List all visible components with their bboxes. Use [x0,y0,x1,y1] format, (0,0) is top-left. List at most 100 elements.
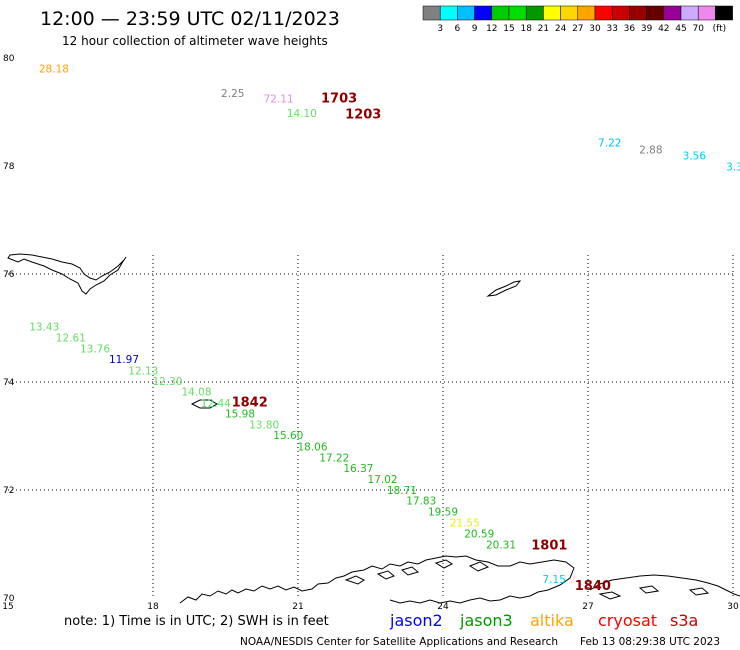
wave-height-value: 12.30 [152,376,182,388]
wave-height-value: 18.71 [387,485,417,497]
axis-labels: 15 18 21 24 27 30 80 78 76 74 72 70 [2,54,739,612]
color-scale-label: 42 [658,24,669,34]
color-scale-label: 36 [624,24,636,34]
observation-values: 28.18 2.25 72.11 14.10 7.22 2.88 3.56 3.39 13.43… [29,64,740,586]
wave-height-value: 21.55 [450,518,480,530]
wave-height-value: 2.25 [221,88,244,100]
wave-height-value: 15.60 [273,430,303,442]
wave-height-value: 28.18 [39,64,69,76]
color-swatch [594,5,613,21]
wave-height-value: 19.59 [428,506,458,518]
color-swatch [715,5,733,21]
color-swatch [697,5,716,21]
satellite-name: s3a [670,611,698,630]
color-scale-label: 12 [486,24,497,34]
wave-height-value: 2.88 [639,145,662,157]
color-swatch [646,5,665,21]
color-scale-label: 9 [472,24,478,34]
coastline [7,253,740,604]
color-scale-legend: 3 6 9 12 15 18 21 24 27 30 33 36 39 42 45 70 (ft) [422,5,733,34]
pass-time-label: 1840 [575,579,611,594]
color-swatch [543,5,561,21]
satellite-name: altika [530,611,574,630]
longitude-label: 15 [2,602,13,612]
color-scale-label: 21 [538,24,549,34]
color-scale-label: 15 [503,24,514,34]
color-swatch [457,5,475,21]
wave-height-value: 13.80 [249,419,279,431]
pass-time-label: 1203 [345,107,381,122]
wave-height-value: 72.11 [264,93,294,105]
color-scale-label: 39 [641,24,653,34]
pass-time-label: 1801 [531,538,567,553]
generated-timestamp: Feb 13 08:29:38 UTC 2023 [580,636,720,648]
color-scale-label: 6 [455,24,461,34]
pass-time-label: 1842 [232,395,268,410]
color-swatch [525,5,544,21]
color-scale-label: 27 [572,24,583,34]
wave-height-value: 14.10 [287,108,317,120]
wave-height-value: 20.59 [464,529,494,541]
color-swatch [508,5,527,21]
color-scale-label: 18 [520,24,532,34]
color-scale-label: 3 [437,24,443,34]
wave-height-value: 16.37 [343,463,373,475]
color-swatch [611,5,630,21]
credit-line: NOAA/NESDIS Center for Satellite Applica… [240,636,558,648]
pass-time-label: 1703 [321,91,357,106]
wave-height-value: 7.15 [542,574,565,586]
wave-height-value: 18.06 [297,442,327,454]
longitude-label: 18 [147,602,159,612]
wave-height-value: 13.43 [29,322,59,334]
latitude-label: 72 [3,486,14,496]
color-swatch [577,5,596,21]
wave-height-value: 20.31 [486,539,516,551]
satellite-name: jason3 [459,611,513,630]
color-swatch [439,5,458,21]
graticule [8,255,734,598]
footer-note: note: 1) Time is in UTC; 2) SWH is in fe… [64,614,329,629]
color-swatch [560,5,579,21]
color-scale-label: 45 [675,24,686,34]
color-swatch [491,5,510,21]
wave-height-value: 17.02 [368,474,398,486]
color-scale-label: 30 [589,24,601,34]
latitude-label: 78 [3,162,15,172]
wave-height-value: 14.08 [181,387,211,399]
color-swatch [629,5,647,21]
color-scale-label: 24 [555,24,567,34]
wave-height-value: 11.97 [109,354,139,366]
latitude-label: 76 [3,270,15,280]
wave-height-value: 12.13 [128,365,158,377]
color-scale-label: 33 [606,24,617,34]
wave-height-value: 13.76 [80,343,110,355]
satellite-legend: jason2 jason3 altika cryosat s3a [389,611,698,630]
longitude-label: 30 [727,602,739,612]
latitude-label: 70 [3,594,15,604]
wave-height-value: 3.56 [683,151,707,163]
map-subtitle: 12 hour collection of altimeter wave hei… [62,34,328,48]
wave-height-value: 12.44 [201,398,231,410]
color-scale-unit: (ft) [713,24,727,34]
wave-height-value: 17.22 [319,452,349,464]
wave-height-value: 7.22 [598,138,621,150]
longitude-label: 21 [292,602,303,612]
latitude-label: 80 [3,54,15,64]
color-swatch [422,5,441,21]
wave-height-value: 15.98 [225,409,255,421]
longitude-label: 24 [437,602,449,612]
latitude-label: 74 [3,378,15,388]
satellite-name: jason2 [389,611,443,630]
color-swatch [663,5,682,21]
wave-height-value: 12.61 [56,333,86,345]
color-swatch [680,5,699,21]
wave-height-value: 17.83 [406,496,436,508]
satellite-name: cryosat [598,611,657,630]
color-scale-label: 70 [692,24,704,34]
map-title: 12:00 — 23:59 UTC 02/11/2023 [40,8,340,30]
wave-height-value: 3.39 [726,161,740,173]
color-swatch [474,5,493,21]
longitude-label: 27 [582,602,593,612]
